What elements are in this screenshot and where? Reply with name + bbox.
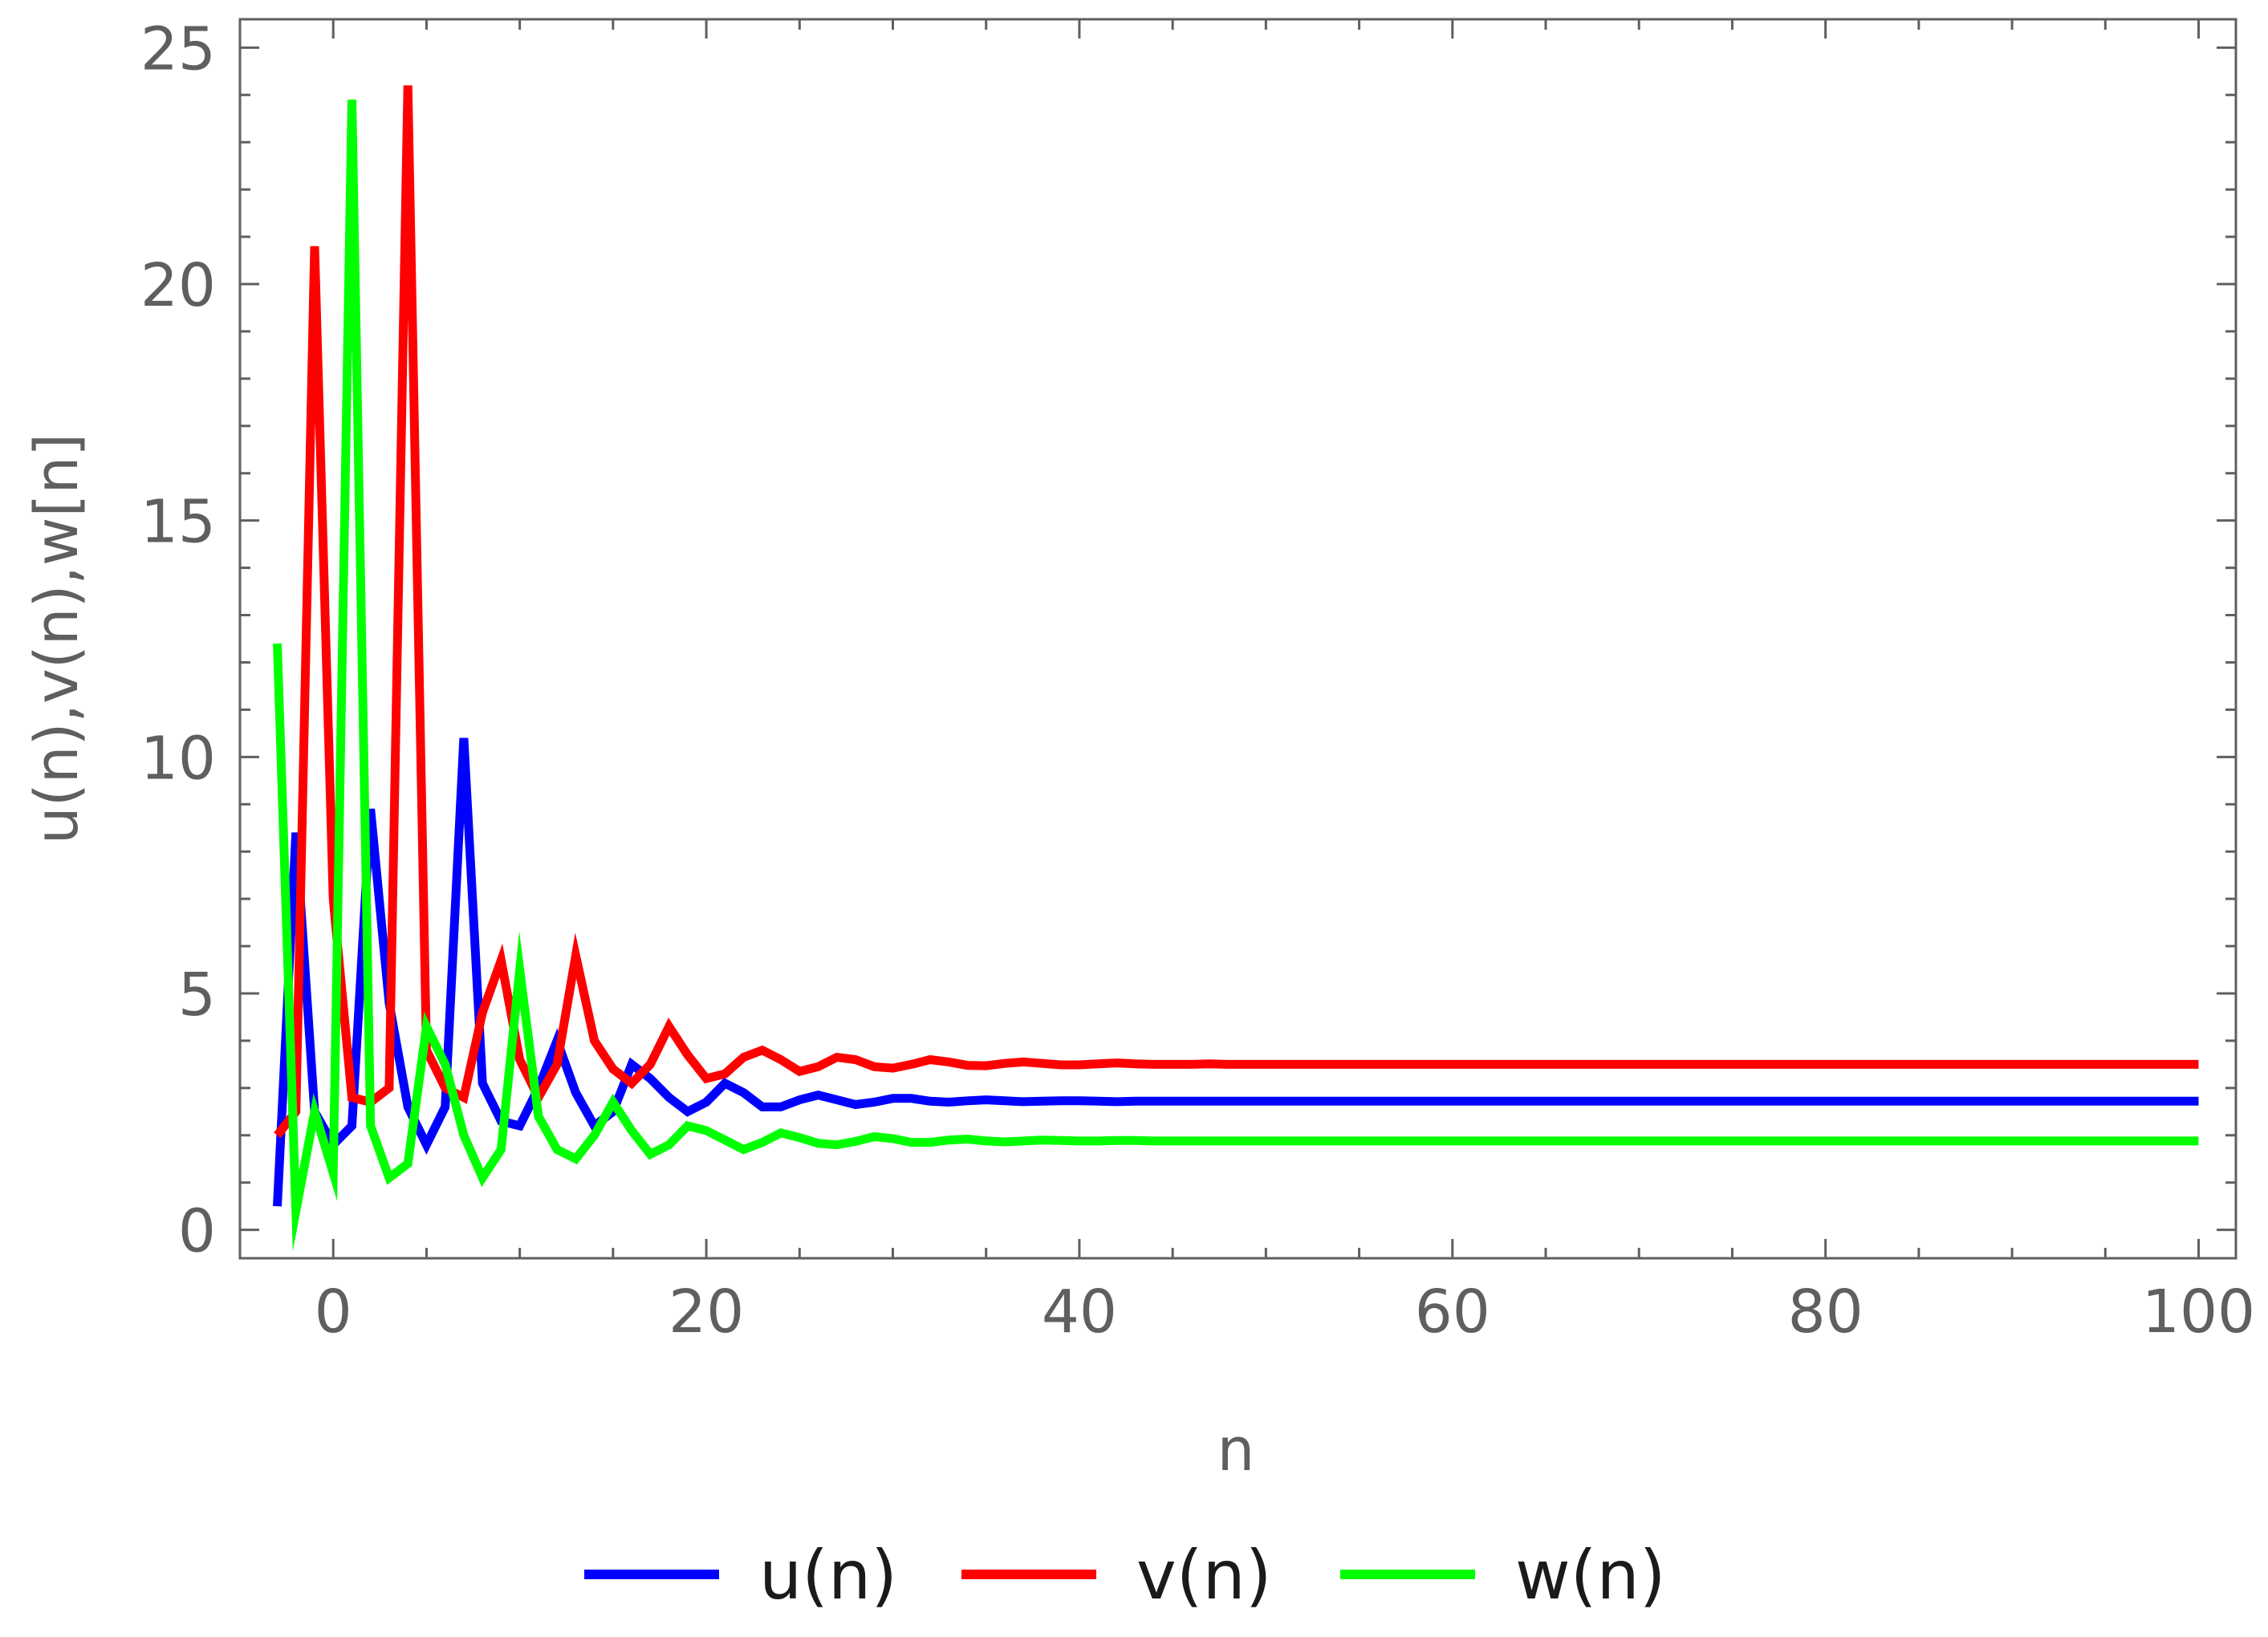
legend-label-un: u(n): [759, 1536, 897, 1615]
x-tick-label: 20: [669, 1278, 744, 1347]
series-line-un: [273, 737, 2199, 1207]
y-axis-title: u(n),v(n),w[n]: [22, 433, 91, 844]
legend-label-vn: v(n): [1136, 1536, 1272, 1615]
series-line-vn: [274, 85, 2199, 1139]
x-tick-label: 0: [315, 1278, 352, 1347]
y-tick-label: 5: [178, 961, 216, 1030]
y-tick-label: 15: [140, 488, 216, 557]
y-tick-label: 25: [140, 14, 216, 83]
x-tick-label: 100: [2142, 1278, 2255, 1347]
plot-frame: [238, 18, 2238, 1260]
y-tick-label: 0: [178, 1197, 216, 1266]
x-axis-title: n: [1217, 1416, 1255, 1485]
ticks-layer: [238, 19, 2236, 1258]
y-tick-label: 10: [140, 724, 216, 793]
y-tick-label: 20: [140, 251, 216, 320]
x-tick-label: 80: [1788, 1278, 1864, 1347]
legend-label-wn: w(n): [1515, 1536, 1665, 1615]
series-layer: [273, 85, 2199, 1252]
labels-layer: n u(n),v(n),w[n] 0 20 40 60 80 100 0 5 10 15 20 25: [22, 14, 2255, 1485]
legend: u(n) v(n) w(n): [584, 1536, 1665, 1615]
series-line-wn: [273, 100, 2199, 1252]
x-tick-label: 40: [1042, 1278, 1117, 1347]
x-tick-label: 60: [1415, 1278, 1490, 1347]
